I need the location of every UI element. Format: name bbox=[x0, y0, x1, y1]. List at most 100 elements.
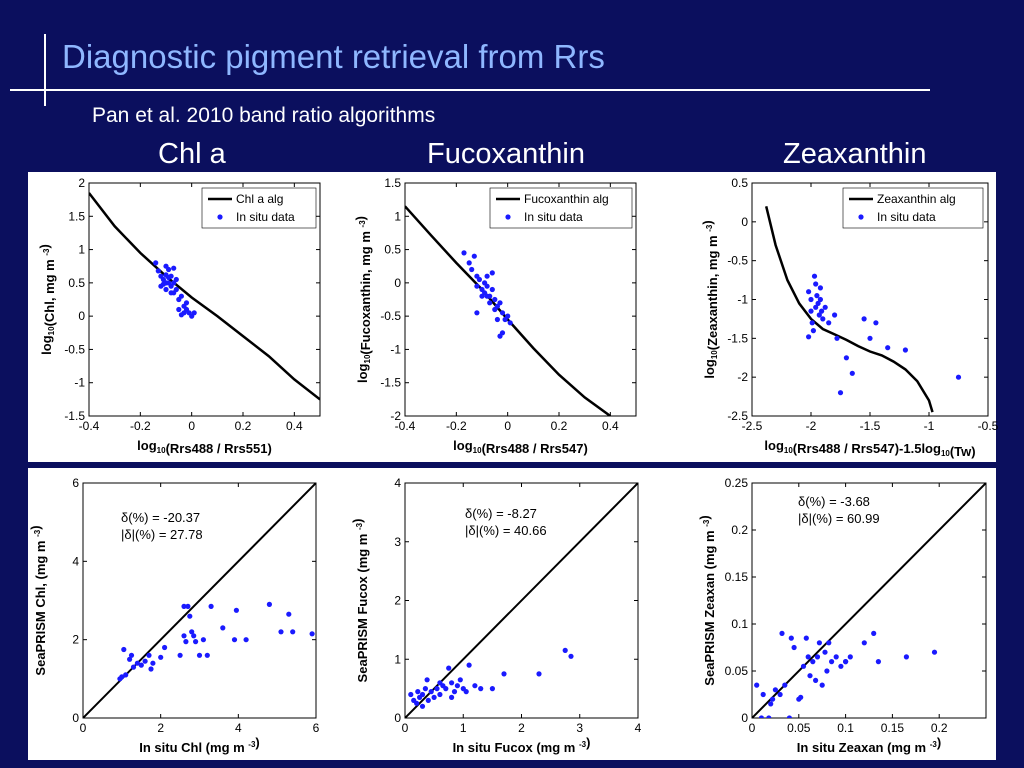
data-point bbox=[187, 613, 193, 619]
data-point bbox=[419, 691, 426, 698]
x-tick-label: 0.2 bbox=[551, 419, 568, 433]
data-point bbox=[760, 691, 766, 698]
x-tick-label: 0.4 bbox=[286, 419, 303, 433]
data-point bbox=[484, 283, 490, 289]
legend-label-data: In situ data bbox=[236, 210, 295, 224]
data-point bbox=[847, 654, 853, 660]
y-tick-label: 6 bbox=[72, 476, 79, 490]
y-tick-label: 0 bbox=[78, 309, 85, 323]
data-point bbox=[127, 656, 133, 662]
data-point bbox=[800, 663, 807, 669]
data-point bbox=[497, 300, 503, 306]
data-point bbox=[826, 320, 832, 326]
data-point bbox=[196, 652, 203, 658]
chart-5: 0 1 2 3 4 0 1 2 3 4 In situ Fucox (mg m -3) SeaPRIS… bbox=[350, 476, 642, 755]
y-tick-label: -2 bbox=[390, 409, 401, 423]
column-title-fucoxanthin: Fucoxanthin bbox=[427, 138, 585, 170]
data-point bbox=[449, 694, 455, 701]
data-point bbox=[814, 293, 820, 299]
x-axis-label: In situ Fucox (mg m -3) bbox=[453, 735, 591, 755]
legend-label-alg: Chl a alg bbox=[236, 192, 283, 206]
y-tick-label: -1.5 bbox=[380, 376, 401, 390]
data-point bbox=[758, 715, 764, 718]
x-tick-label: 3 bbox=[576, 721, 583, 735]
data-point bbox=[446, 665, 452, 671]
y-tick-label: -2 bbox=[737, 370, 748, 384]
x-tick-label: 6 bbox=[313, 721, 320, 735]
x-tick-label: -0.4 bbox=[79, 419, 100, 433]
data-point bbox=[770, 696, 776, 702]
y-tick-label: 0.5 bbox=[68, 276, 85, 290]
data-point bbox=[843, 659, 849, 665]
data-point bbox=[181, 633, 187, 639]
data-point bbox=[826, 640, 832, 646]
data-point bbox=[484, 293, 490, 299]
legend-box bbox=[201, 187, 317, 229]
data-point bbox=[461, 250, 467, 256]
x-tick-label: 0.2 bbox=[931, 721, 948, 735]
data-point bbox=[220, 625, 226, 631]
x-tick-label: -2.5 bbox=[742, 419, 763, 433]
data-point bbox=[809, 320, 815, 326]
data-point bbox=[766, 715, 772, 718]
chart-2: -0.4 -0.2 0 0.2 0.4 -2 -1.5 -1 -0.5 0 0.5 1 1.5 log10… bbox=[353, 176, 637, 456]
stats-annotation: δ(%) = -20.37 bbox=[121, 510, 200, 525]
y-tick-label: 3 bbox=[394, 535, 401, 549]
plot-frame bbox=[88, 182, 321, 417]
y-tick-label: 1 bbox=[394, 652, 401, 666]
data-point bbox=[849, 370, 855, 376]
data-point bbox=[155, 268, 161, 274]
data-point bbox=[489, 270, 495, 276]
data-point bbox=[754, 682, 760, 688]
data-point bbox=[820, 316, 826, 322]
data-point bbox=[130, 664, 137, 670]
data-point bbox=[808, 308, 814, 314]
y-tick-label: -1 bbox=[390, 342, 401, 356]
y-axis-label: log10(Zeaxanthin, mg m -3) bbox=[700, 220, 720, 378]
data-point bbox=[158, 654, 164, 660]
y-axis-label: SeaPRISM Fucox (mg m -3) bbox=[350, 519, 370, 683]
data-point bbox=[832, 312, 838, 318]
data-point bbox=[815, 300, 821, 306]
data-point bbox=[457, 677, 463, 683]
x-axis-label: log10(Rrs488 / Rrs551) bbox=[137, 438, 272, 456]
chart-3: -2.5 -2 -1.5 -1 -0.5 -2.5 -2 -1.5 -1 -0.5 0 0.5 log1… bbox=[700, 176, 999, 459]
data-point bbox=[817, 285, 824, 291]
data-point bbox=[434, 686, 440, 692]
y-tick-label: 2 bbox=[72, 633, 79, 647]
data-point bbox=[813, 304, 819, 310]
data-point bbox=[193, 639, 199, 645]
data-point bbox=[419, 703, 426, 709]
y-tick-label: 0 bbox=[394, 276, 401, 290]
data-point bbox=[817, 296, 824, 303]
data-point bbox=[833, 654, 839, 660]
data-point bbox=[415, 689, 421, 695]
data-point bbox=[191, 310, 197, 316]
data-point bbox=[499, 330, 506, 336]
y-tick-label: 0.05 bbox=[725, 664, 749, 678]
y-tick-label: -1.5 bbox=[64, 409, 85, 423]
plot-frame bbox=[82, 482, 317, 719]
y-tick-label: -0.5 bbox=[64, 342, 85, 356]
data-point bbox=[562, 647, 568, 654]
y-tick-label: 1.5 bbox=[68, 209, 85, 223]
y-tick-label: 1 bbox=[78, 243, 85, 257]
x-tick-label: 4 bbox=[635, 721, 642, 735]
data-point bbox=[931, 649, 938, 655]
data-point bbox=[443, 686, 449, 692]
data-point bbox=[243, 637, 249, 643]
data-point bbox=[231, 637, 238, 643]
data-point bbox=[810, 328, 817, 334]
y-tick-label: -1 bbox=[74, 376, 85, 390]
y-tick-label: 0 bbox=[741, 215, 748, 229]
data-point bbox=[290, 629, 296, 635]
legend-label-data: In situ data bbox=[524, 210, 583, 224]
legend-dot-swatch bbox=[217, 214, 223, 220]
data-point bbox=[885, 345, 891, 351]
data-point bbox=[478, 686, 484, 692]
data-point bbox=[494, 316, 500, 323]
y-tick-label: 4 bbox=[394, 476, 401, 490]
data-point bbox=[162, 644, 168, 651]
y-tick-label: 0.2 bbox=[731, 523, 748, 537]
algorithm-curve bbox=[405, 205, 612, 416]
